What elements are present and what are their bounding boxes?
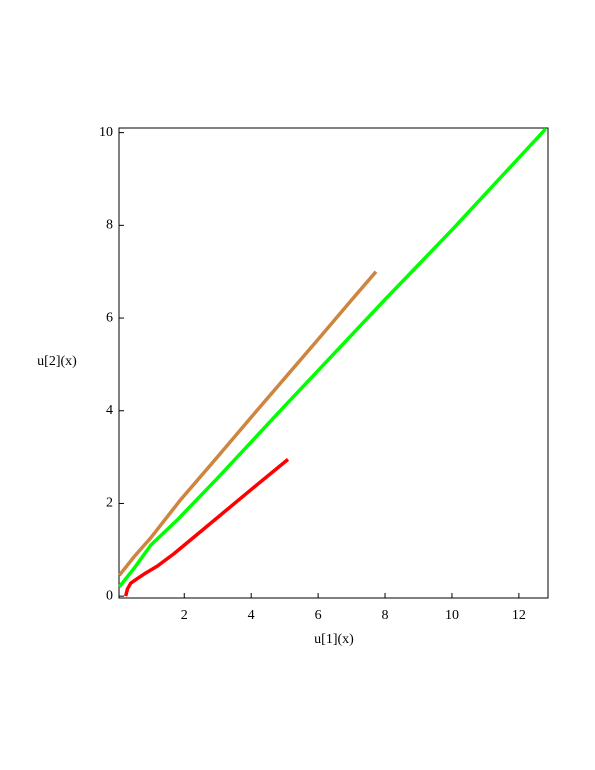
x-tick-label: 6 — [315, 608, 322, 623]
x-tick-label: 12 — [512, 608, 526, 623]
x-axis-label: u[1](x) — [314, 632, 354, 647]
y-tick-label: 4 — [106, 403, 113, 418]
x-tick-label: 4 — [248, 608, 255, 623]
data-line — [123, 458, 290, 597]
x-tick-label: 2 — [181, 608, 188, 623]
y-tick-label: 10 — [99, 125, 113, 140]
plot-frame — [118, 127, 549, 599]
y-axis-label: u[2](x) — [37, 354, 77, 369]
data-line — [117, 127, 547, 588]
y-tick-label: 0 — [106, 588, 113, 603]
x-tick-label: 10 — [445, 608, 459, 623]
x-tick-label: 8 — [382, 608, 389, 623]
y-tick-label: 2 — [106, 496, 113, 511]
y-tick-label: 6 — [106, 310, 113, 325]
y-tick-label: 8 — [106, 218, 113, 233]
data-line — [117, 270, 378, 577]
